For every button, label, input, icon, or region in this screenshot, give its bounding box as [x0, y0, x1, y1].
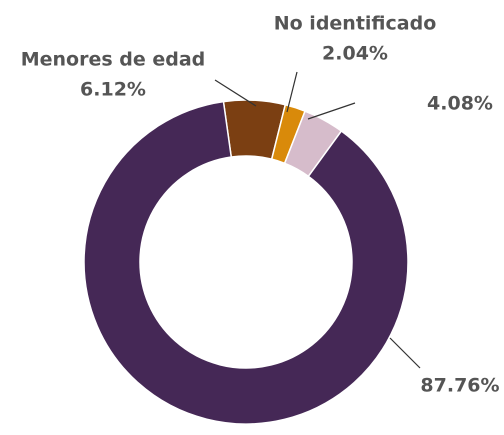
leader-line	[389, 337, 421, 369]
leader-line	[307, 102, 356, 120]
slice-label: Menores de edad	[21, 49, 206, 71]
leader-line	[286, 71, 298, 113]
slice	[83, 100, 409, 425]
slice-label: No identificado	[274, 13, 437, 35]
value-label: 87.76%	[420, 375, 499, 397]
value-label: 2.04%	[322, 43, 388, 65]
donut	[83, 99, 409, 425]
value-label: 6.12%	[80, 79, 146, 101]
leader-line	[214, 79, 257, 107]
value-label: 4.08%	[427, 93, 493, 115]
